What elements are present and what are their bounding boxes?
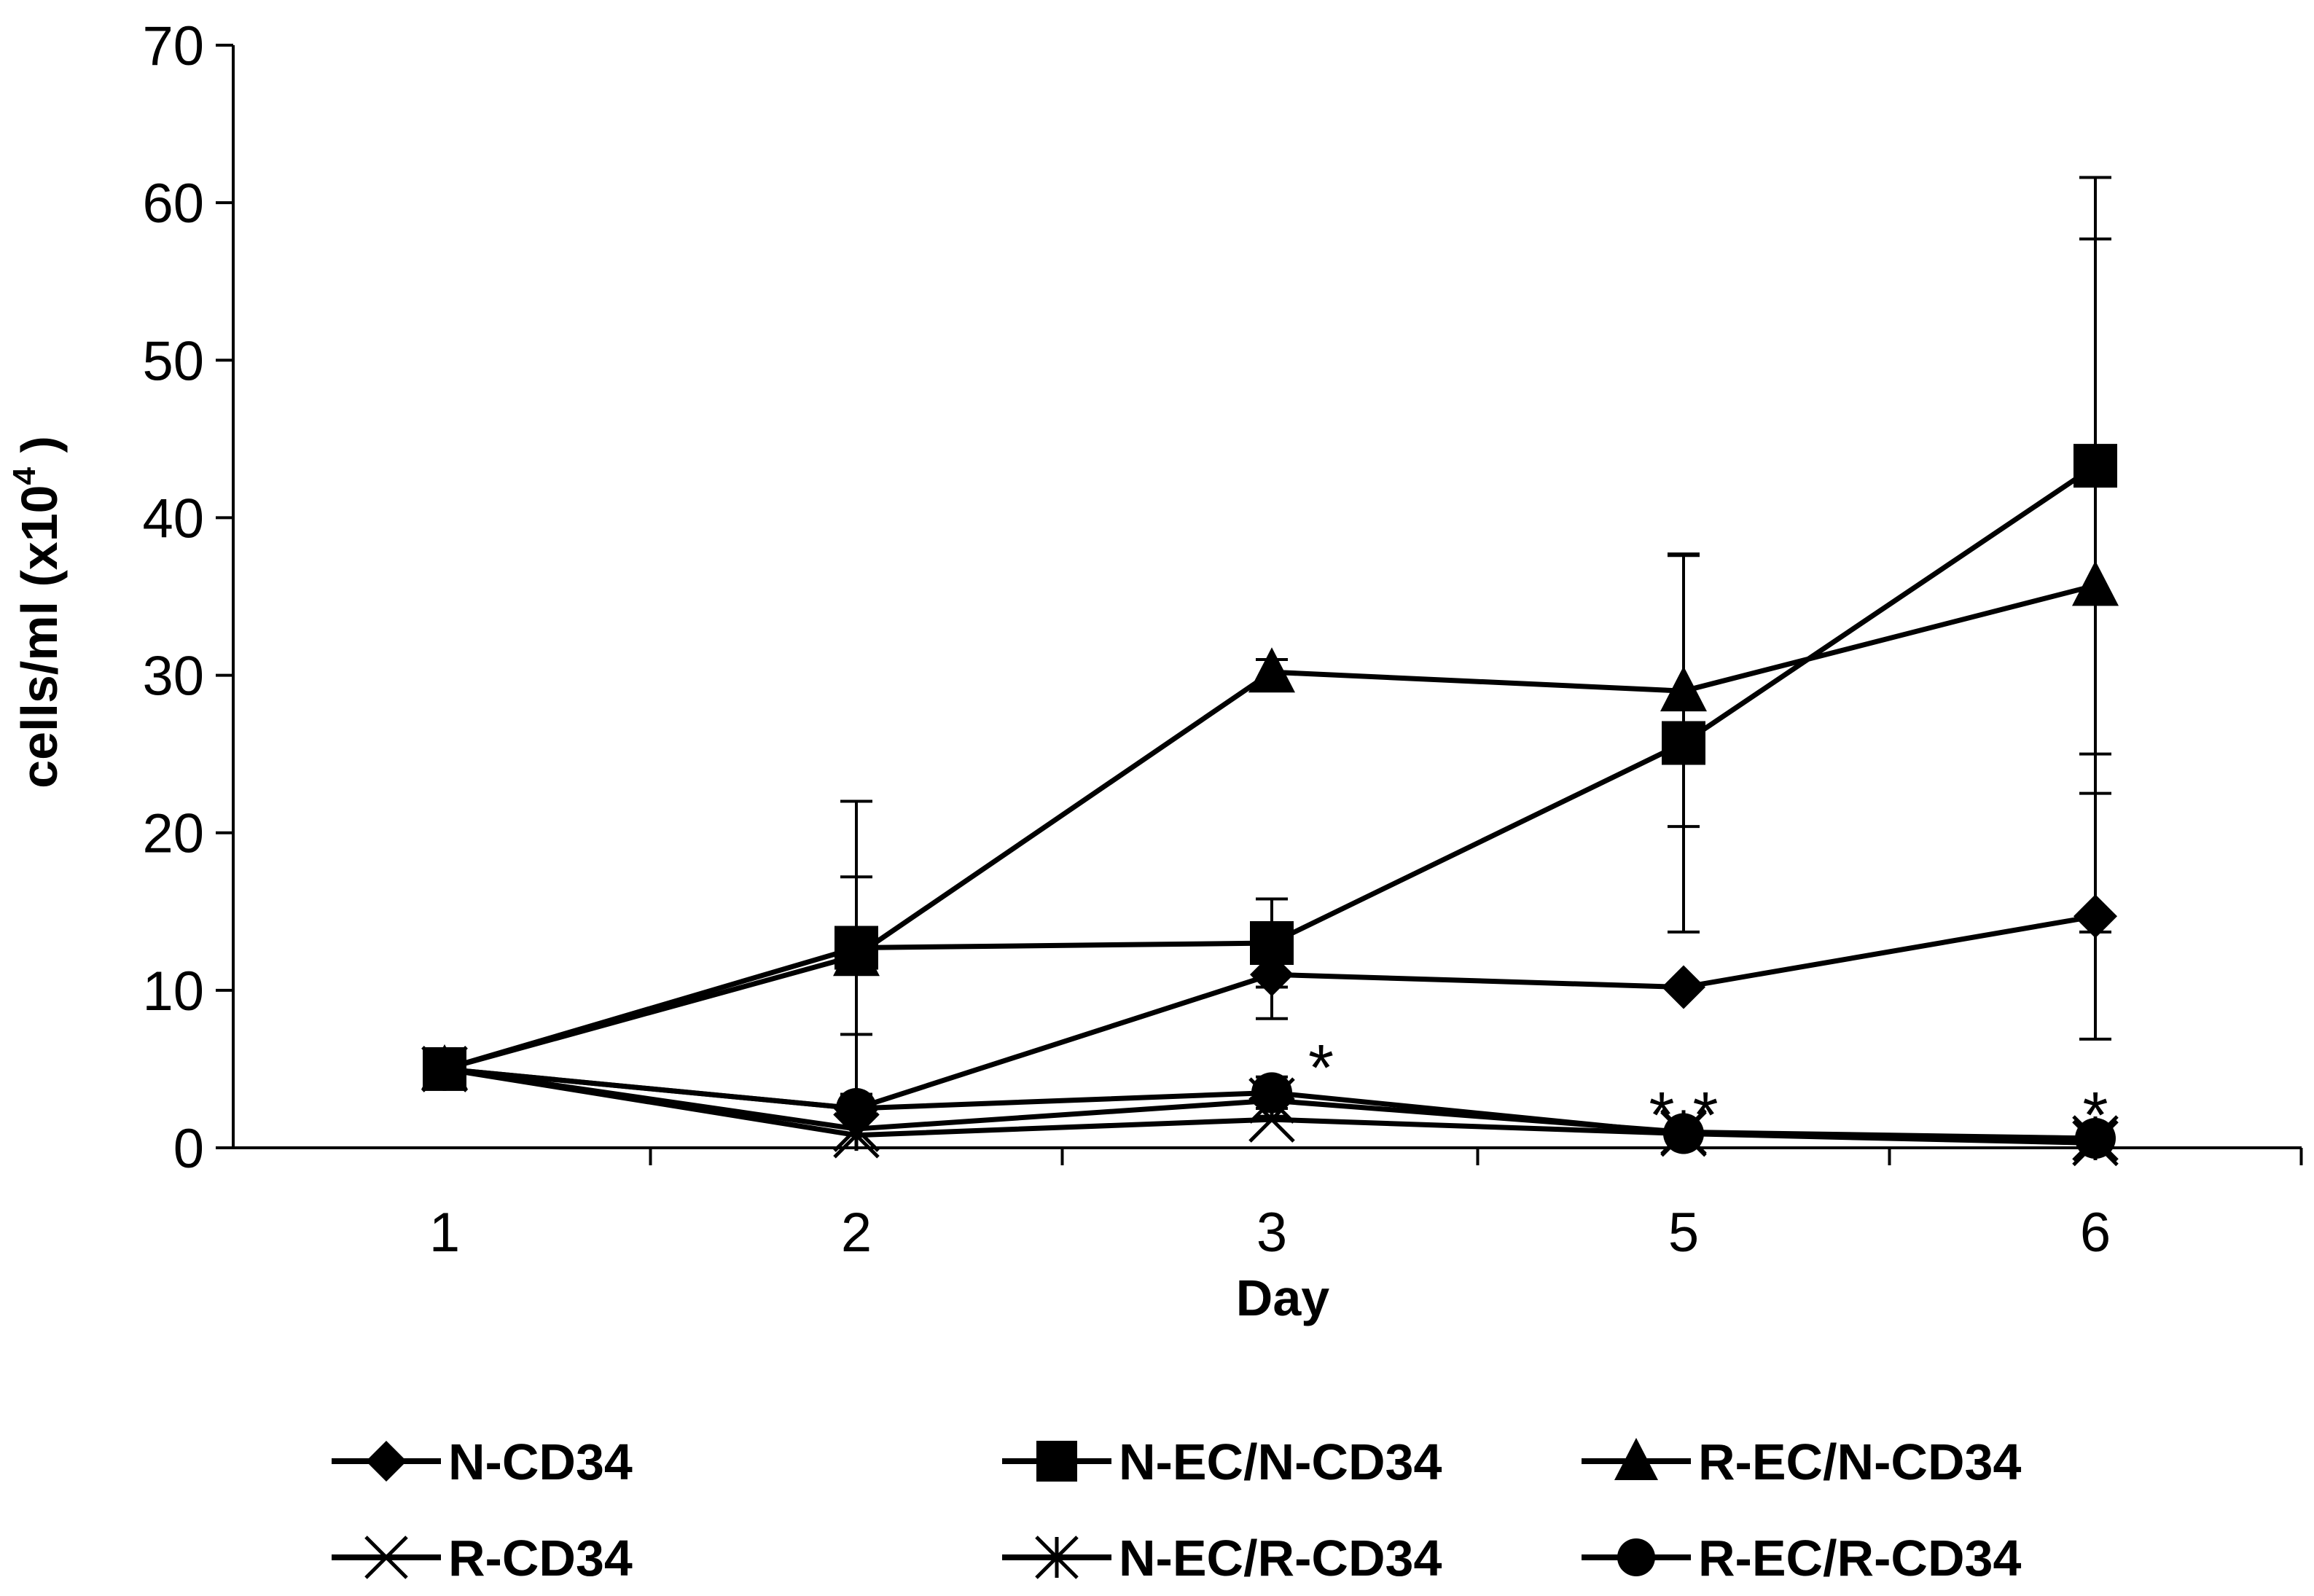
legend-marker-stroke	[364, 1536, 408, 1579]
legend-item: R-CD34	[332, 1530, 633, 1587]
legend-label: R-EC/N-CD34	[1698, 1433, 2021, 1490]
series-r-ec-r-cd34	[424, 1048, 2116, 1159]
legend-item: R-EC/R-CD34	[1582, 1530, 2021, 1587]
legend-marker	[366, 1441, 407, 1482]
series-layer	[421, 176, 2119, 1167]
data-point	[2075, 1118, 2116, 1159]
data-point	[1660, 666, 1707, 712]
legend-marker	[1036, 1441, 1077, 1482]
y-tick-label: 20	[142, 803, 204, 865]
annotation-layer: * * * *	[1308, 1032, 2108, 1152]
y-tick-label: 10	[142, 961, 204, 1022]
data-point	[1251, 1072, 1292, 1114]
axes	[232, 45, 2302, 1149]
legend-marker	[364, 1536, 408, 1579]
legend-item: N-EC/R-CD34	[1002, 1530, 1442, 1587]
significance-marker: *	[2082, 1079, 2108, 1152]
x-tick-label: 1	[429, 1202, 460, 1264]
legend-label: N-EC/N-CD34	[1119, 1433, 1442, 1490]
legend-item: N-CD34	[332, 1433, 633, 1490]
x-ticks: 1 2 3 5 6	[429, 1148, 2303, 1264]
legend-label: R-EC/R-CD34	[1698, 1530, 2021, 1587]
legend-marker	[1035, 1536, 1079, 1579]
data-point	[1250, 921, 1294, 966]
x-tick-label: 3	[1256, 1202, 1287, 1264]
data-point	[1248, 647, 1295, 693]
legend-label: N-CD34	[448, 1433, 633, 1490]
data-point	[833, 931, 880, 977]
legend: N-CD34 N-EC/N-CD34 R-EC/N-CD34 R-CD34 N-EC/R…	[332, 1433, 2021, 1587]
x-tick-label: 2	[841, 1202, 872, 1264]
legend-label: N-EC/R-CD34	[1119, 1530, 1442, 1587]
legend-item: N-EC/N-CD34	[1002, 1433, 1442, 1490]
data-point	[1663, 1113, 1704, 1154]
y-tick-label: 0	[173, 1118, 204, 1180]
x-tick-label: 5	[1668, 1202, 1699, 1264]
significance-marker: * *	[1649, 1079, 1718, 1152]
y-axis-title: cells/ml (x104 )	[7, 436, 68, 789]
significance-marker: *	[1308, 1032, 1334, 1105]
legend-marker	[1617, 1538, 1655, 1576]
y-tick-label: 70	[142, 15, 204, 77]
data-point	[836, 1087, 877, 1129]
y-tick-label: 40	[142, 488, 204, 549]
data-point	[1662, 965, 1705, 1009]
y-tick-label: 60	[142, 173, 204, 235]
y-ticks: 0 10 20 30 40 50 60 70	[142, 15, 233, 1180]
data-point	[424, 1048, 465, 1090]
data-point	[2072, 560, 2119, 606]
legend-item: R-EC/N-CD34	[1582, 1433, 2021, 1490]
legend-marker	[1614, 1438, 1658, 1480]
x-tick-label: 6	[2080, 1202, 2111, 1264]
y-tick-label: 50	[142, 330, 204, 392]
legend-label: R-CD34	[448, 1530, 633, 1587]
y-tick-label: 30	[142, 646, 204, 708]
x-axis-title: Day	[1236, 1270, 1329, 1326]
